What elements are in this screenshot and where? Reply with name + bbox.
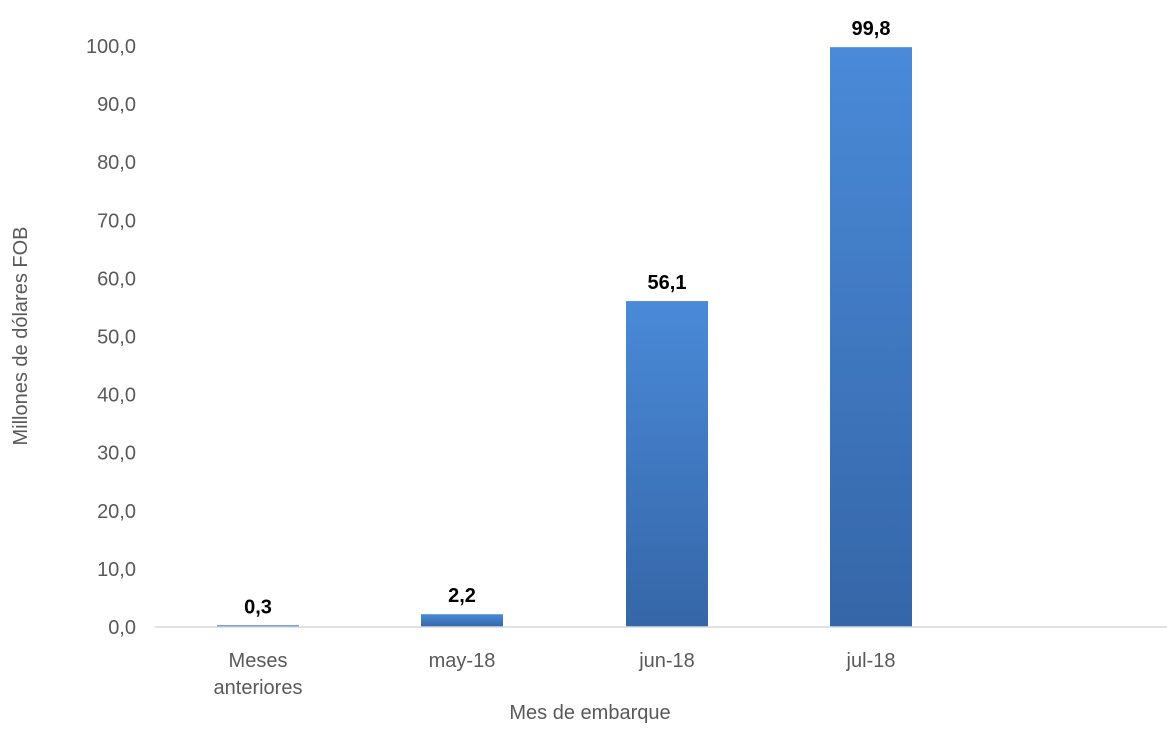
y-tick-label: 90,0 — [97, 94, 136, 116]
x-axis-title: Mes de embarque — [509, 702, 670, 724]
y-tick-label: 0,0 — [108, 617, 136, 639]
bars-group — [217, 47, 912, 628]
y-tick-label: 70,0 — [97, 210, 136, 232]
x-category-label: Meses anteriores — [214, 650, 303, 699]
data-label: 99,8 — [852, 18, 891, 40]
y-tick-label: 40,0 — [97, 385, 136, 407]
y-tick-label: 10,0 — [97, 559, 136, 581]
y-axis-title: Millones de dólares FOB — [10, 227, 32, 446]
x-category-label: jul-18 — [846, 650, 896, 672]
y-tick-label: 100,0 — [86, 36, 136, 58]
bar — [830, 47, 912, 628]
bar — [217, 625, 299, 627]
y-tick-label: 30,0 — [97, 443, 136, 465]
x-category-label: may-18 — [429, 650, 496, 672]
data-labels-group: 0,3 2,2 56,1 99,8 — [244, 18, 890, 618]
y-tick-label: 80,0 — [97, 152, 136, 174]
y-tick-label: 20,0 — [97, 501, 136, 523]
y-tick-label: 50,0 — [97, 327, 136, 349]
x-axis-category-labels: Meses anteriores may-18 jun-18 jul-18 — [214, 650, 896, 699]
y-axis-tick-labels: 0,0 10,0 20,0 30,0 40,0 50,0 60,0 70,0 80,0 90,0 1… — [86, 36, 136, 639]
x-category-label: jun-18 — [638, 650, 695, 672]
data-label: 0,3 — [244, 596, 272, 618]
data-label: 56,1 — [648, 272, 687, 294]
bar — [421, 614, 503, 627]
bar — [626, 301, 708, 627]
y-tick-label: 60,0 — [97, 268, 136, 290]
data-label: 2,2 — [448, 585, 476, 607]
